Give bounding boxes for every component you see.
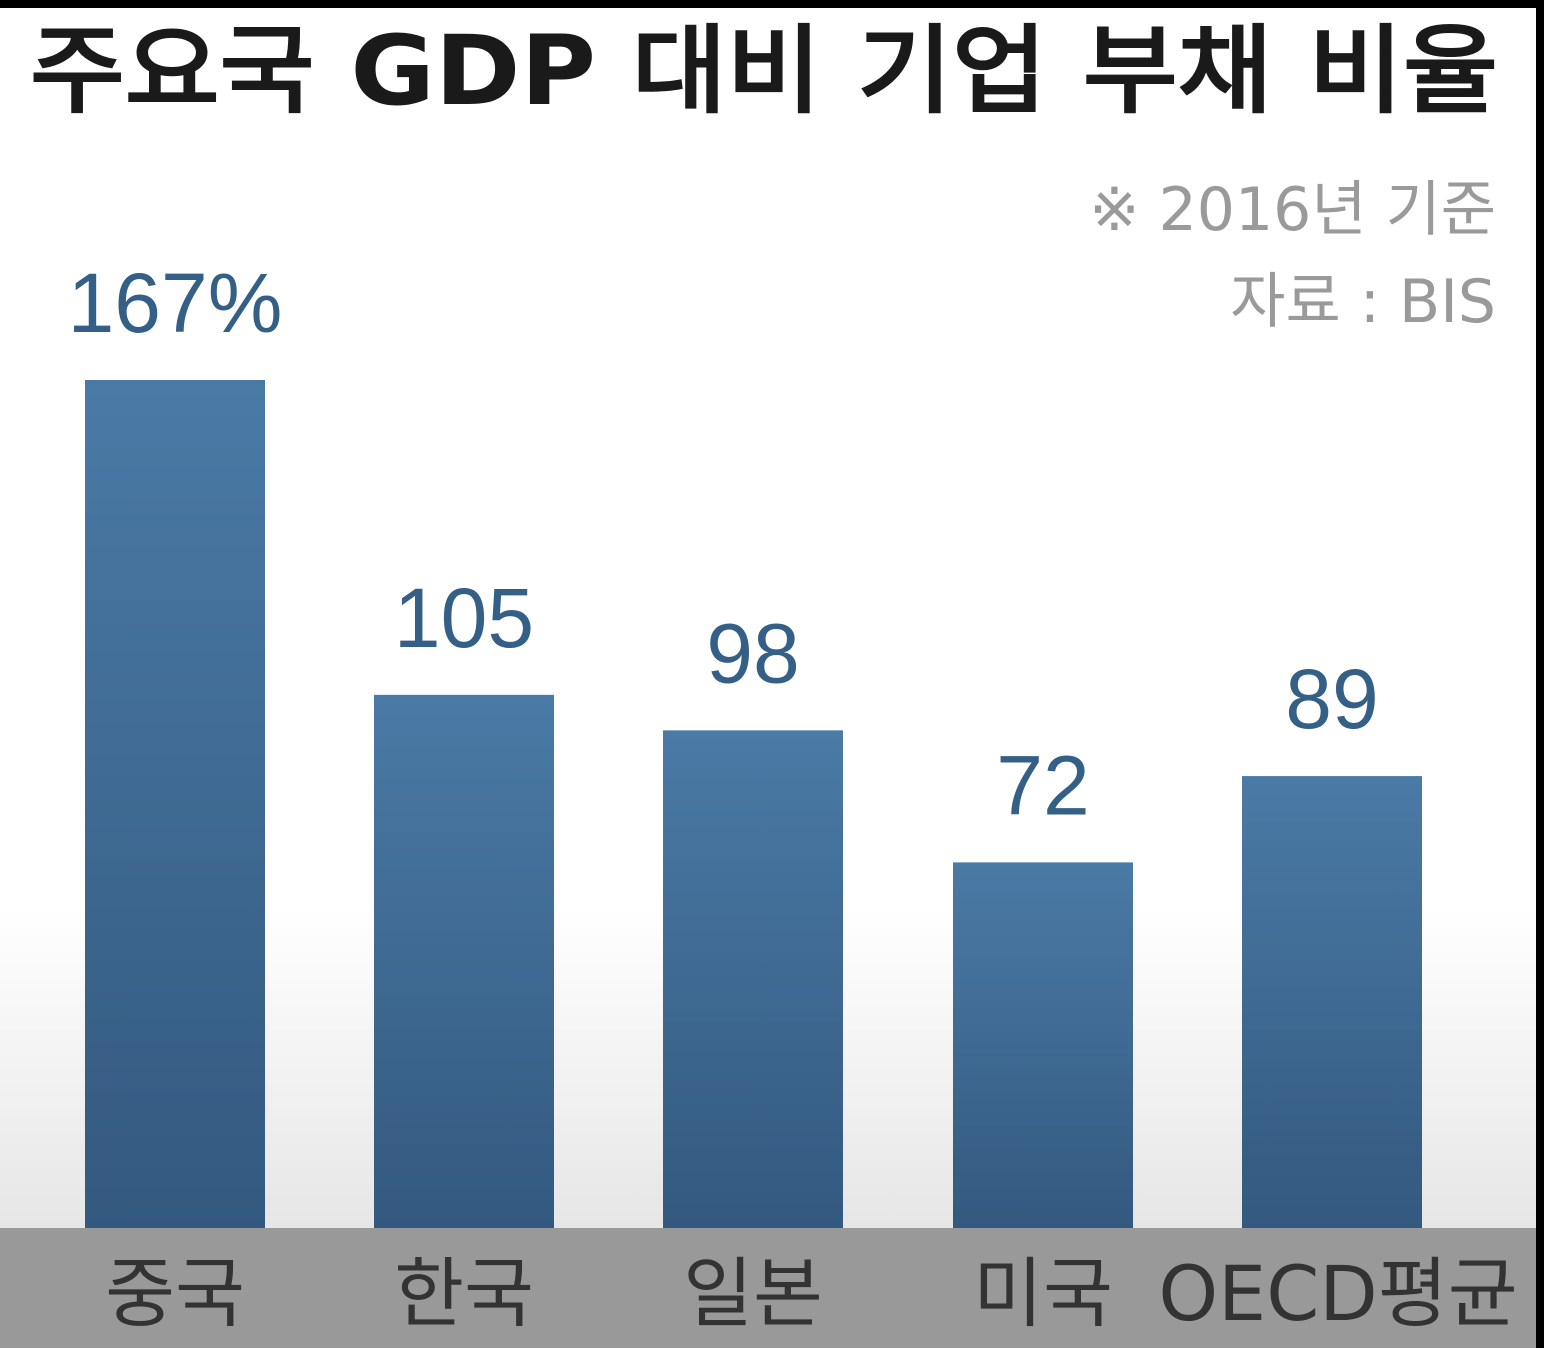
bar-2 bbox=[663, 730, 843, 1228]
value-label-3: 72 bbox=[996, 738, 1089, 832]
value-label-1: 105 bbox=[394, 571, 534, 665]
category-label-2: 일본 bbox=[683, 1249, 823, 1338]
value-label-2: 98 bbox=[706, 606, 799, 700]
category-label-3: 미국 bbox=[973, 1249, 1113, 1338]
bar-0 bbox=[85, 380, 265, 1228]
category-label-0: 중국 bbox=[105, 1249, 245, 1338]
value-label-4: 89 bbox=[1285, 652, 1378, 746]
chart-frame: 주요국 GDP 대비 기업 부채 비율 ※ 2016년 기준 자료 : BIS … bbox=[0, 8, 1536, 1348]
chart-note-year: ※ 2016년 기준 bbox=[1089, 175, 1496, 245]
chart-title: 주요국 GDP 대비 기업 부채 비율 bbox=[30, 15, 1498, 127]
category-axis-band bbox=[0, 1228, 1536, 1348]
category-labels-group: 중국 한국 일본 미국 OECD평균 bbox=[105, 1249, 1518, 1338]
bars-group bbox=[85, 380, 1422, 1228]
value-labels-group: 167% 105 98 72 89 bbox=[68, 256, 1379, 832]
bar-chart: 주요국 GDP 대비 기업 부채 비율 ※ 2016년 기준 자료 : BIS … bbox=[0, 15, 1536, 1348]
value-label-0: 167% bbox=[68, 256, 283, 350]
chart-note-source: 자료 : BIS bbox=[1230, 267, 1496, 337]
bar-1 bbox=[374, 694, 554, 1228]
category-label-4: OECD평균 bbox=[1158, 1249, 1517, 1338]
bar-3 bbox=[953, 862, 1133, 1228]
category-label-1: 한국 bbox=[394, 1249, 534, 1338]
bar-4 bbox=[1242, 776, 1422, 1228]
